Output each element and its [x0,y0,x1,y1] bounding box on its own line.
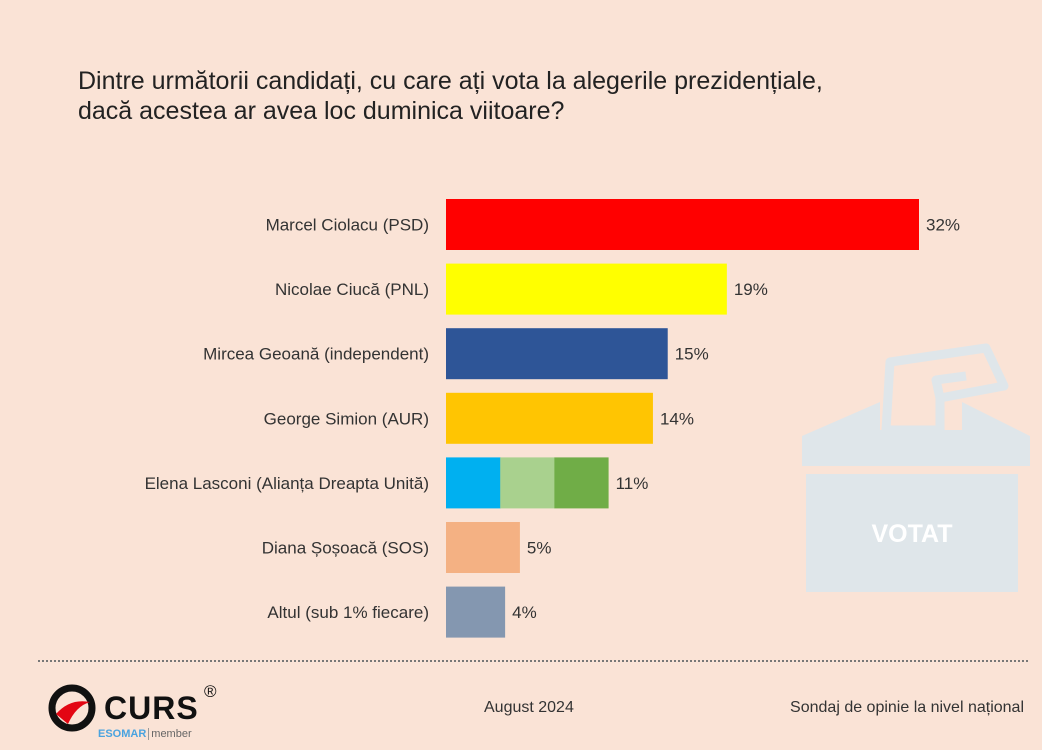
esomar-text: ESOMAR [98,728,147,740]
category-label-3: George Simion (AUR) [264,409,429,428]
bar-4-segment-2 [554,457,609,509]
chart-title-line-1: Dintre următorii candidați, cu care ați … [78,67,823,95]
chart-title-line-2: dacă acestea ar avea loc duminica viitoa… [78,97,565,125]
curs-logo-icon [48,684,96,732]
footer-source: Sondaj de opinie la nivel național [790,699,1024,716]
curs-logo: CURS ® ESOMAR member [46,682,236,744]
value-label-6: 4% [512,603,537,622]
category-label-2: Mircea Geoană (independent) [203,345,429,364]
value-label-4: 11% [616,474,649,493]
bar-6 [446,586,506,638]
ballot-box-illustration: VOTAT [802,343,1030,592]
logo-registered-mark: ® [204,682,217,701]
value-label-3: 14% [660,409,694,428]
value-label-0: 32% [926,216,960,235]
category-label-5: Diana Șoșoacă (SOS) [262,539,429,558]
bar-4-segment-1 [500,457,555,509]
category-label-4: Elena Lasconi (Alianța Dreapta Unită) [145,474,429,493]
bar-chart: Marcel Ciolacu (PSD) 32% Nicolae Ciucă (PN… [145,199,960,638]
value-label-1: 19% [734,280,768,299]
ballot-box-label: VOTAT [871,520,952,548]
bar-2 [446,328,668,380]
category-label-0: Marcel Ciolacu (PSD) [266,216,429,235]
ballot-box-lid [802,402,1030,466]
chart-title: Dintre următorii candidați, cu care ați … [78,66,978,126]
esomar-member-badge: ESOMAR member [98,728,192,740]
logo-text: CURS [104,690,199,726]
category-label-1: Nicolae Ciucă (PNL) [275,280,429,299]
bar-3 [446,392,653,444]
bar-5 [446,522,520,573]
member-text: member [148,728,192,740]
bar-0 [446,199,919,250]
footer-date: August 2024 [484,699,574,716]
ballot-box-body [806,474,1018,592]
bar-1 [446,263,727,315]
value-label-2: 15% [675,345,709,364]
category-label-6: Altul (sub 1% fiecare) [267,603,429,622]
footer-divider [38,660,1028,662]
value-label-5: 5% [527,539,552,558]
bar-4-segment-0 [446,457,501,509]
